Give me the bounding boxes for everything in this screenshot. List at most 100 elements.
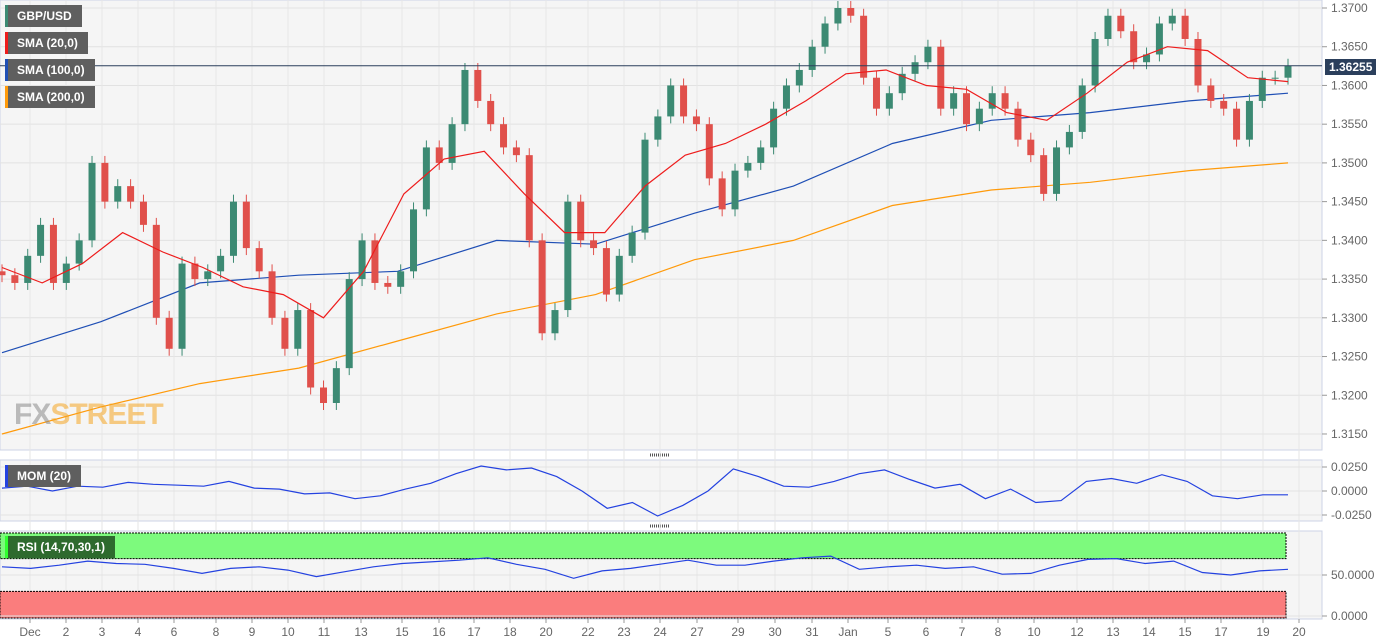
candle-body <box>1078 85 1086 132</box>
candle-body <box>62 263 70 283</box>
candle-body <box>1233 108 1241 140</box>
legend-sma20[interactable]: SMA (20,0) <box>5 32 88 54</box>
x-tick-label: 3 <box>99 625 106 639</box>
candle-body <box>268 271 276 318</box>
candle-body <box>963 93 970 125</box>
candle-body <box>847 8 855 16</box>
x-tick-label: 10 <box>1027 625 1041 639</box>
candle-body <box>422 147 430 210</box>
legend-sma100[interactable]: SMA (100,0) <box>5 59 95 81</box>
candle-body <box>1271 77 1279 79</box>
x-tick-label: 17 <box>467 625 481 639</box>
candle-body <box>191 263 199 280</box>
legend-rsi[interactable]: RSI (14,70,30,1) <box>5 536 116 558</box>
x-tick-label: 12 <box>1070 625 1084 639</box>
candle-body <box>114 186 122 202</box>
candle-body <box>1014 108 1022 140</box>
legend-sma200-text: SMA (200,0) <box>17 90 85 104</box>
candle-body <box>49 224 57 283</box>
candle-body <box>178 263 186 349</box>
candle-body <box>692 116 700 125</box>
sma200-line <box>1 162 1289 435</box>
candle-body <box>0 271 6 276</box>
candle-body <box>628 232 636 256</box>
candle-body <box>1155 23 1163 55</box>
x-tick-label: 29 <box>731 625 745 639</box>
y-tick-label: 1.3700 <box>1331 1 1368 15</box>
candle-body <box>782 85 790 109</box>
candle-body <box>320 387 327 403</box>
x-tick-label: 16 <box>432 625 446 639</box>
x-tick-label: 8 <box>213 625 220 639</box>
candle-body <box>435 147 443 163</box>
candle-body <box>448 124 456 163</box>
x-tick-label: 6 <box>171 625 178 639</box>
mom-tick-label: -0.0250 <box>1331 508 1372 522</box>
y-tick-label: 1.3200 <box>1331 388 1368 402</box>
candle-body <box>294 310 302 349</box>
candle-body <box>885 93 893 109</box>
candle-body <box>1130 31 1138 63</box>
y-tick-label: 1.3500 <box>1331 156 1368 170</box>
candle-body <box>1091 38 1099 86</box>
candle-body <box>705 124 713 179</box>
legend-sma200[interactable]: SMA (200,0) <box>5 86 95 108</box>
x-tick-label: 15 <box>1178 625 1192 639</box>
legend-sma100-text: SMA (100,0) <box>17 63 85 77</box>
candle-body <box>602 248 610 295</box>
y-tick-label: 1.3350 <box>1331 272 1368 286</box>
candle-body <box>461 69 469 125</box>
candle-body <box>487 100 495 125</box>
x-tick-label: 23 <box>617 625 631 639</box>
candle-body <box>1245 100 1253 140</box>
candle-body <box>397 271 405 287</box>
candle-body <box>101 162 109 202</box>
candle-body <box>75 240 83 264</box>
last-price-tag: 1.36255 <box>1325 59 1377 75</box>
y-tick-label: 1.3250 <box>1331 350 1368 364</box>
candle-body <box>204 271 212 280</box>
candle-body <box>139 201 147 225</box>
rsi-oversold-zone <box>0 590 1287 619</box>
x-tick-label: 13 <box>1106 625 1120 639</box>
x-tick-label: 4 <box>135 625 142 639</box>
candle-body <box>500 124 508 148</box>
candle-body <box>911 62 919 74</box>
candle-body <box>590 240 598 249</box>
rsi-overbought-zone <box>0 532 1287 560</box>
legend-mom-text: MOM (20) <box>17 469 71 483</box>
x-tick-label: 10 <box>281 625 295 639</box>
x-tick-label: 24 <box>653 625 667 639</box>
candle-body <box>1181 15 1189 39</box>
x-tick-label: 9 <box>249 625 256 639</box>
mom-tick-label: 0.0000 <box>1331 484 1368 498</box>
candle-body <box>410 209 418 272</box>
main-pane <box>0 0 1323 451</box>
x-tick-label: 30 <box>768 625 782 639</box>
y-tick-label: 1.3150 <box>1331 427 1368 441</box>
candle-body <box>332 368 340 403</box>
candle-body <box>770 108 778 148</box>
legend-mom[interactable]: MOM (20) <box>5 465 81 487</box>
candle-body <box>834 8 842 24</box>
x-tick-label: 20 <box>1292 625 1306 639</box>
candle-body <box>744 162 752 171</box>
candle-body <box>229 201 237 256</box>
legend-sma20-text: SMA (20,0) <box>17 36 78 50</box>
candle-body <box>615 255 623 295</box>
candle-body <box>975 108 983 125</box>
candle-body <box>384 282 392 287</box>
x-tick-label: 5 <box>885 625 892 639</box>
y-tick-label: 1.3650 <box>1331 40 1368 54</box>
x-tick-label: 7 <box>959 625 966 639</box>
candle-body <box>872 77 880 109</box>
candle-body <box>127 186 135 202</box>
candle-body <box>718 178 726 210</box>
candle-body <box>307 310 315 388</box>
candle-body <box>821 23 829 47</box>
candle-body <box>667 85 675 117</box>
legend-symbol[interactable]: GBP/USD <box>5 5 82 27</box>
candle-body <box>512 147 520 156</box>
